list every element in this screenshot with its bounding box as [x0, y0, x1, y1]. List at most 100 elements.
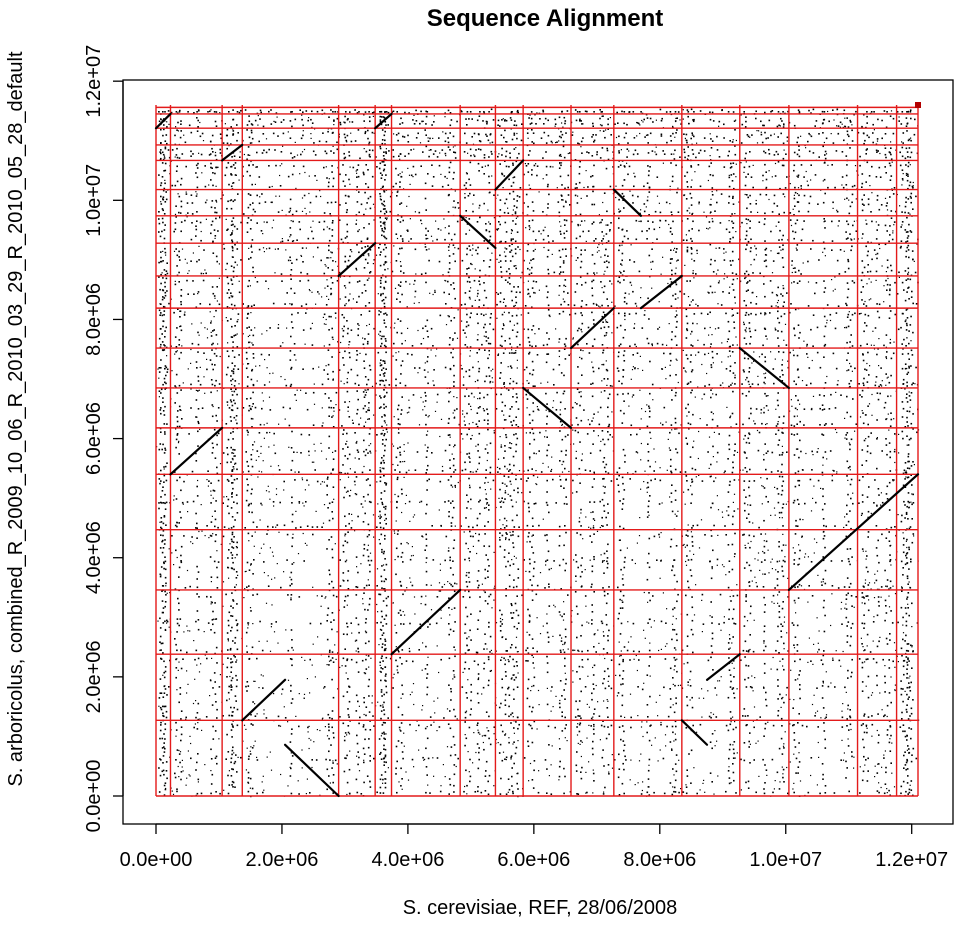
match-dot	[823, 650, 825, 652]
match-dot	[214, 518, 217, 521]
match-dot	[576, 111, 579, 113]
match-dot	[499, 609, 501, 612]
match-dot	[230, 401, 233, 403]
match-dot	[347, 579, 349, 582]
match-dot	[195, 235, 197, 237]
match-dot	[890, 269, 893, 272]
match-dot	[561, 438, 564, 441]
match-dot	[794, 660, 796, 663]
match-dot	[747, 173, 749, 175]
match-dot	[211, 704, 214, 706]
match-dot	[426, 489, 428, 491]
match-dot	[231, 482, 234, 484]
match-dot	[889, 633, 891, 635]
match-dot	[262, 791, 264, 794]
match-dot	[673, 158, 676, 160]
match-dot	[846, 577, 849, 579]
match-dot	[290, 469, 293, 471]
match-dot	[565, 562, 567, 565]
match-dot	[178, 256, 180, 258]
match-dot	[427, 336, 429, 338]
match-dot	[227, 438, 230, 441]
match-dot	[513, 132, 516, 135]
match-dot	[174, 776, 177, 779]
match-dot	[210, 379, 213, 381]
match-dot	[850, 365, 852, 368]
match-dot	[212, 252, 215, 254]
match-dot	[711, 194, 714, 196]
match-dot	[424, 603, 427, 606]
match-dot	[384, 666, 386, 668]
match-dot	[688, 411, 690, 413]
match-dot	[501, 401, 504, 404]
match-dot	[685, 133, 688, 136]
match-dot	[247, 146, 250, 148]
match-dot	[777, 153, 779, 156]
match-dot	[248, 585, 250, 587]
match-dot	[483, 545, 485, 547]
match-dot	[822, 606, 825, 609]
match-dot	[593, 688, 595, 690]
match-dot	[584, 686, 587, 688]
match-dot	[558, 154, 561, 157]
match-dot	[548, 568, 551, 571]
match-dot	[395, 659, 397, 662]
match-dot	[245, 685, 247, 688]
match-dot	[647, 511, 649, 513]
match-dot	[779, 187, 781, 190]
match-dot	[686, 181, 688, 183]
match-dot	[865, 759, 867, 761]
match-dot	[195, 452, 197, 455]
match-dot	[449, 132, 451, 134]
match-dot	[379, 476, 382, 478]
match-dot	[399, 247, 401, 250]
match-dot	[558, 544, 561, 547]
match-dot	[579, 235, 581, 238]
match-dot	[469, 486, 471, 489]
match-dot	[467, 324, 470, 327]
match-dot	[886, 351, 888, 353]
match-dot	[476, 339, 479, 341]
match-dot	[470, 613, 472, 615]
match-dot	[876, 303, 878, 305]
match-dot	[821, 404, 824, 406]
match-dot	[487, 602, 489, 605]
match-dot	[363, 753, 366, 755]
match-dot	[290, 335, 292, 338]
match-dot	[176, 265, 178, 267]
match-dot	[905, 309, 908, 311]
match-dot	[479, 499, 481, 502]
match-dot	[346, 457, 349, 460]
match-dot	[676, 129, 678, 131]
match-dot	[586, 791, 588, 794]
match-dot	[498, 752, 501, 754]
match-dot	[908, 727, 910, 729]
match-dot	[673, 790, 675, 793]
match-dot	[603, 670, 606, 673]
match-dot	[163, 567, 165, 570]
match-dot	[180, 389, 182, 391]
match-dot	[228, 111, 230, 113]
match-dot	[861, 260, 864, 262]
match-dot	[603, 590, 606, 593]
match-dot	[649, 360, 651, 363]
match-dot	[692, 299, 694, 301]
match-dot	[783, 781, 785, 783]
match-dot	[384, 268, 386, 271]
match-dot	[251, 511, 253, 514]
match-dot	[782, 422, 785, 424]
match-dot	[453, 364, 455, 367]
match-dot	[505, 650, 508, 652]
match-dot	[834, 686, 836, 688]
match-dot	[162, 153, 165, 156]
match-dot	[764, 295, 766, 298]
match-dot	[380, 717, 382, 720]
match-dot	[465, 737, 468, 740]
match-dot	[503, 556, 506, 558]
match-dot	[479, 392, 481, 394]
match-dot	[345, 202, 347, 204]
match-dot	[344, 115, 346, 118]
match-dot	[234, 380, 237, 382]
match-dot	[559, 748, 561, 750]
match-dot	[425, 791, 427, 794]
